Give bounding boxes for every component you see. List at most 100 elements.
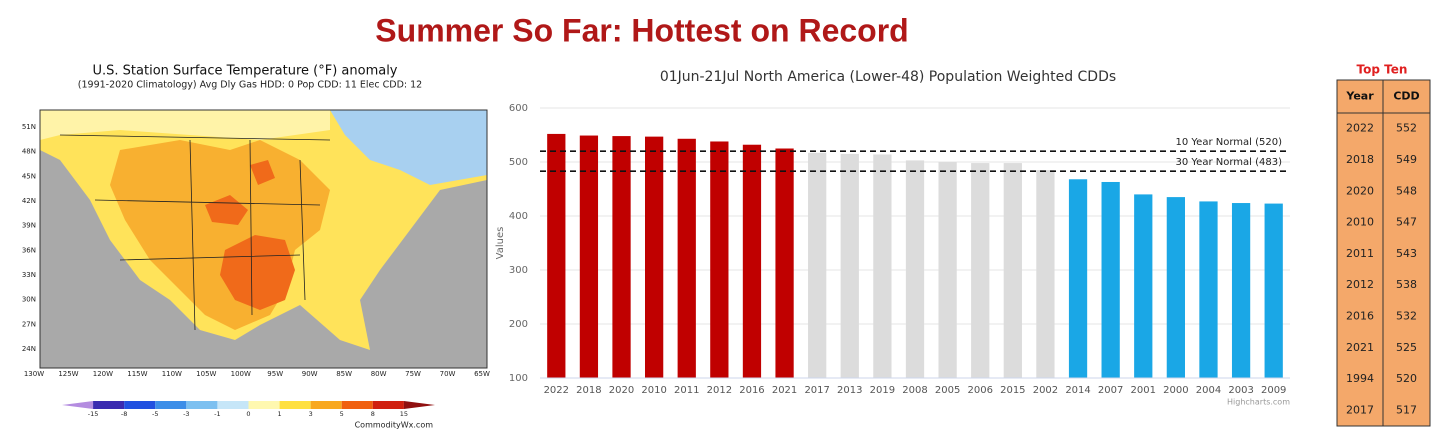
table-cell: 2018 bbox=[1346, 153, 1374, 166]
y-tick-label: 100 bbox=[509, 373, 528, 384]
lat-label: 33N bbox=[22, 271, 36, 279]
table-cell: 532 bbox=[1396, 309, 1417, 322]
lon-label: 85W bbox=[336, 370, 352, 378]
bar bbox=[905, 160, 925, 378]
x-tick-label: 2004 bbox=[1196, 385, 1221, 396]
x-tick-label: 2008 bbox=[902, 385, 927, 396]
table-cell: 2017 bbox=[1346, 403, 1374, 416]
lat-label: 45N bbox=[22, 172, 36, 180]
table-cell: 517 bbox=[1396, 403, 1417, 416]
colorbar-label: 8 bbox=[371, 410, 375, 418]
bar bbox=[547, 133, 566, 378]
lon-label: 105W bbox=[196, 370, 216, 378]
y-tick-label: 500 bbox=[509, 157, 528, 168]
table-header: Year bbox=[1345, 90, 1374, 103]
bar bbox=[1166, 197, 1185, 378]
colorbar-segment bbox=[310, 401, 342, 409]
table-cell: 2010 bbox=[1346, 216, 1374, 229]
bar bbox=[775, 148, 794, 378]
colorbar-segment bbox=[124, 401, 156, 409]
colorbar: -15 -8 -5 -3 -1 0 1 3 5 8 15 bbox=[62, 401, 435, 418]
lon-label: 120W bbox=[93, 370, 113, 378]
colorbar-segment bbox=[372, 401, 404, 409]
table-cell: 520 bbox=[1396, 372, 1417, 385]
bar bbox=[677, 138, 696, 378]
map-title: U.S. Station Surface Temperature (°F) an… bbox=[93, 64, 398, 79]
colorbar-segment bbox=[403, 401, 435, 409]
x-tick-label: 2018 bbox=[576, 385, 601, 396]
lat-label: 42N bbox=[22, 197, 36, 205]
map-land-north bbox=[40, 110, 330, 140]
colorbar-segment bbox=[93, 401, 125, 409]
bar bbox=[971, 163, 990, 378]
lat-label: 27N bbox=[22, 320, 36, 328]
colorbar-label: 1 bbox=[278, 410, 282, 418]
bar bbox=[938, 162, 957, 378]
lat-label: 39N bbox=[22, 222, 36, 230]
bar bbox=[1199, 201, 1218, 378]
colorbar-segment bbox=[341, 401, 373, 409]
colorbar-label: 0 bbox=[246, 410, 250, 418]
map-credit: CommodityWx.com bbox=[355, 421, 434, 430]
map-frame bbox=[39, 109, 488, 369]
map-hot-area bbox=[250, 160, 275, 185]
x-tick-label: 2003 bbox=[1228, 385, 1253, 396]
x-tick-label: 2013 bbox=[837, 385, 862, 396]
x-tick-label: 2015 bbox=[1000, 385, 1025, 396]
colorbar-label: -5 bbox=[152, 410, 158, 418]
x-tick-label: 2007 bbox=[1098, 385, 1123, 396]
x-tick-label: 2009 bbox=[1261, 385, 1286, 396]
y-axis-label: Values bbox=[495, 227, 506, 260]
table-cell: 543 bbox=[1396, 247, 1417, 260]
table-cell: 549 bbox=[1396, 153, 1417, 166]
lon-label: 125W bbox=[58, 370, 78, 378]
x-tick-label: 2012 bbox=[707, 385, 732, 396]
bar bbox=[742, 144, 762, 378]
page-title: Summer So Far: Hottest on Record bbox=[375, 12, 908, 48]
x-tick-label: 2014 bbox=[1065, 385, 1090, 396]
map-hot-area bbox=[220, 235, 295, 310]
bar bbox=[1068, 179, 1088, 378]
colorbar-segment bbox=[248, 401, 280, 409]
lon-label: 95W bbox=[267, 370, 283, 378]
table: Year CDD 2022 552 2018 549 2020 548 2010 547 2011 5… bbox=[1336, 79, 1431, 427]
lat-label: 51N bbox=[22, 123, 36, 131]
colorbar-label: -15 bbox=[88, 410, 99, 418]
table-cell: 2020 bbox=[1346, 184, 1374, 197]
table-cell: 2022 bbox=[1346, 122, 1374, 135]
y-tick-label: 200 bbox=[509, 319, 528, 330]
lat-label: 36N bbox=[22, 246, 36, 254]
x-tick-label: 2006 bbox=[967, 385, 992, 396]
bar bbox=[1264, 203, 1283, 378]
x-tick-label: 2020 bbox=[609, 385, 634, 396]
bar bbox=[808, 152, 827, 378]
table-cell: 538 bbox=[1396, 278, 1417, 291]
x-tick-label: 2022 bbox=[544, 385, 569, 396]
bar bbox=[873, 154, 892, 378]
table-cell: 2016 bbox=[1346, 309, 1374, 322]
chart-title: 01Jun-21Jul North America (Lower-48) Pop… bbox=[660, 69, 1116, 85]
colorbar-segment bbox=[62, 401, 94, 409]
bar bbox=[710, 141, 729, 378]
colorbar-label: 3 bbox=[309, 410, 313, 418]
colorbar-segment bbox=[186, 401, 218, 409]
x-tick-label: 2010 bbox=[641, 385, 666, 396]
table-cell: 2011 bbox=[1346, 247, 1374, 260]
bar bbox=[840, 153, 859, 378]
bar bbox=[1101, 181, 1120, 378]
lon-label: 75W bbox=[405, 370, 421, 378]
bar bbox=[1036, 170, 1055, 378]
colorbar-label: -1 bbox=[214, 410, 220, 418]
y-tick-label: 400 bbox=[509, 211, 528, 222]
x-tick-label: 2005 bbox=[935, 385, 960, 396]
y-tick-label: 600 bbox=[509, 103, 528, 114]
colorbar-label: -3 bbox=[183, 410, 189, 418]
x-tick-label: 2001 bbox=[1131, 385, 1156, 396]
table-header: CDD bbox=[1393, 90, 1419, 103]
lon-label: 130W bbox=[24, 370, 44, 378]
chart-credit: Highcharts.com bbox=[1227, 398, 1290, 407]
bar bbox=[645, 136, 664, 378]
table-cell: 1994 bbox=[1346, 372, 1374, 385]
lat-label: 48N bbox=[22, 148, 36, 156]
